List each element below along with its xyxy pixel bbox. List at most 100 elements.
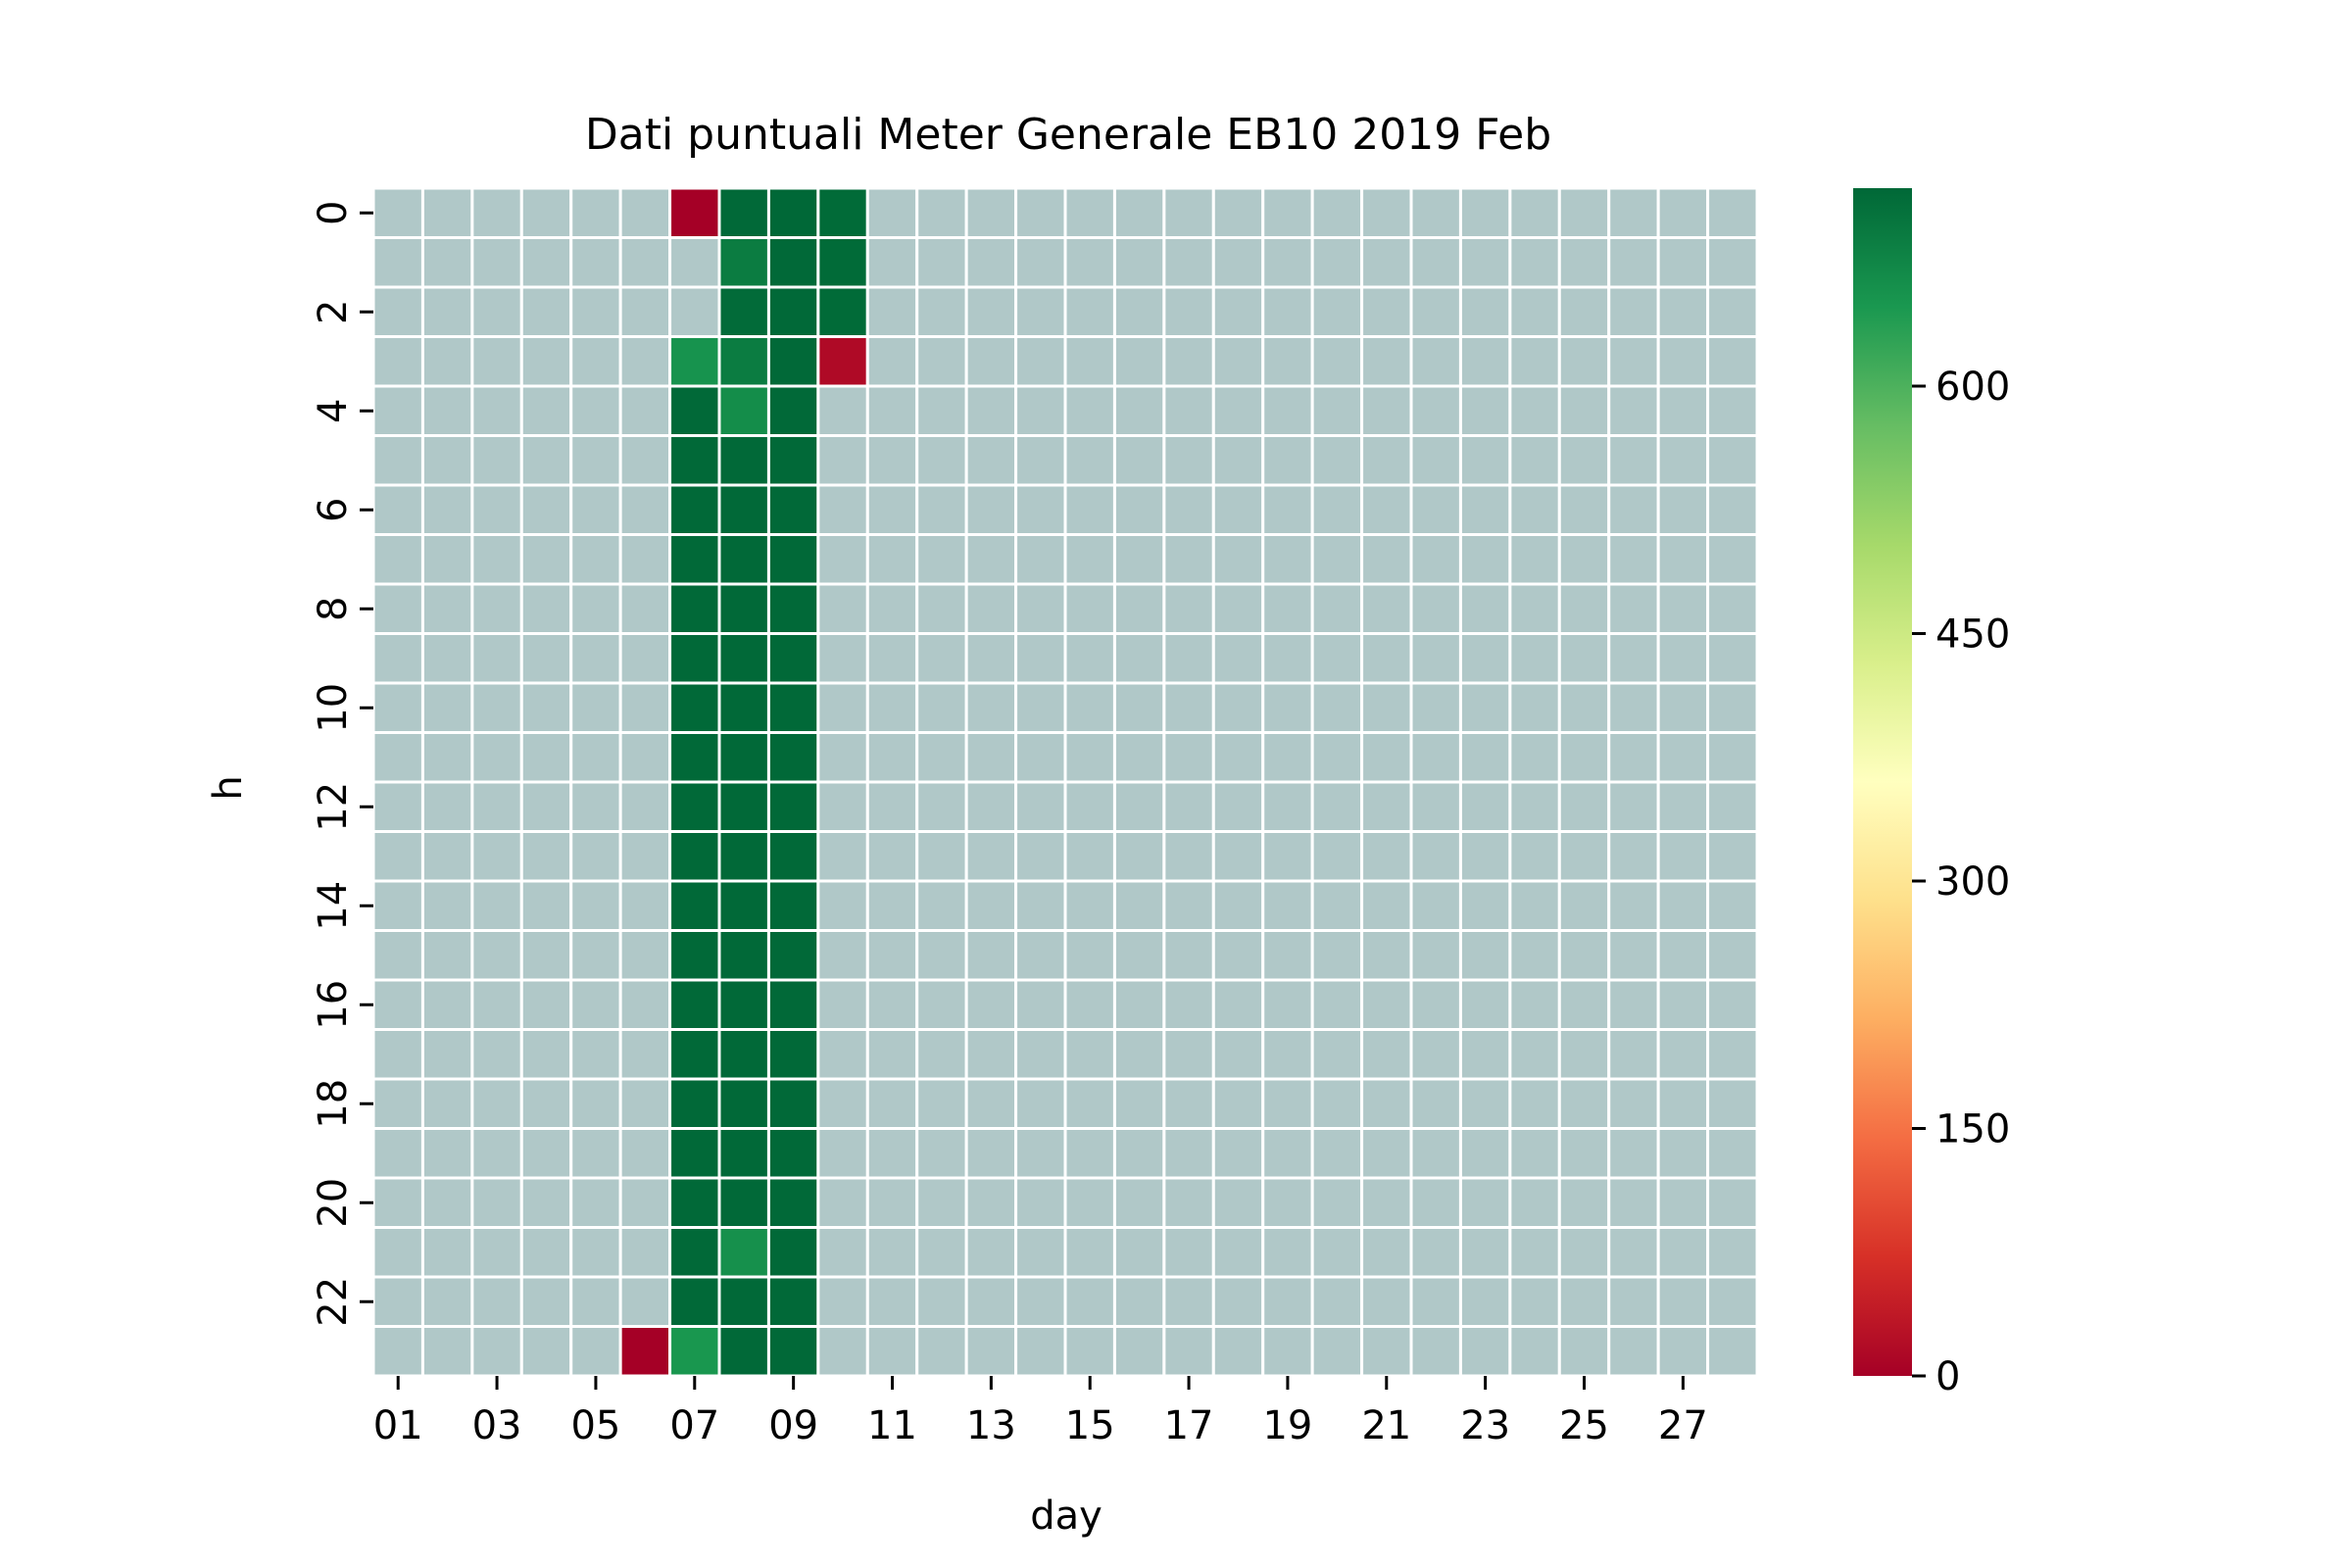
heatmap-cell xyxy=(1261,384,1314,437)
heatmap-cell xyxy=(1656,335,1710,388)
heatmap-cell xyxy=(618,236,672,289)
heatmap-cell xyxy=(1014,929,1067,982)
heatmap-cell xyxy=(1063,483,1116,536)
heatmap-cell xyxy=(1014,483,1067,536)
heatmap-cell xyxy=(1310,830,1364,883)
heatmap-cell xyxy=(1706,780,1759,833)
heatmap-cell xyxy=(371,384,424,437)
colorbar-tick-label: 450 xyxy=(1936,612,2010,658)
heatmap-cell xyxy=(1310,632,1364,685)
heatmap-cell xyxy=(1063,533,1116,586)
heatmap-cell xyxy=(865,1176,919,1229)
heatmap-cell xyxy=(766,1176,820,1229)
heatmap-cell xyxy=(470,780,523,833)
heatmap-cell xyxy=(1409,285,1462,338)
heatmap-cell xyxy=(865,236,919,289)
heatmap-cell xyxy=(1360,1176,1413,1229)
heatmap-cell xyxy=(371,434,424,487)
heatmap-cell xyxy=(816,434,869,487)
y-tick-label: 18 xyxy=(311,1079,356,1129)
heatmap-cell xyxy=(1706,1028,1759,1081)
heatmap-cell xyxy=(865,434,919,487)
heatmap-cell xyxy=(964,384,1018,437)
heatmap-cell xyxy=(1458,335,1512,388)
heatmap-cell xyxy=(1557,1325,1611,1378)
heatmap-cell xyxy=(1063,731,1116,784)
heatmap-cell xyxy=(1261,582,1314,635)
heatmap-cell xyxy=(1014,830,1067,883)
heatmap-cell xyxy=(1063,285,1116,338)
heatmap-cell xyxy=(470,929,523,982)
heatmap-cell xyxy=(569,929,622,982)
heatmap-cell xyxy=(618,533,672,586)
heatmap-cell xyxy=(1261,681,1314,734)
heatmap-cell xyxy=(1211,879,1265,932)
heatmap-cell xyxy=(1508,929,1561,982)
heatmap-cell xyxy=(1014,384,1067,437)
heatmap-cell xyxy=(717,879,770,932)
heatmap-cell xyxy=(1162,830,1215,883)
heatmap-cell xyxy=(1557,483,1611,536)
x-tick-label: 13 xyxy=(966,1403,1016,1448)
heatmap-cell xyxy=(1014,434,1067,487)
heatmap-cell xyxy=(1112,582,1166,635)
heatmap-cell xyxy=(717,1275,770,1328)
heatmap-cell xyxy=(519,236,573,289)
heatmap-cell xyxy=(865,830,919,883)
heatmap-cell xyxy=(1162,434,1215,487)
heatmap-cell xyxy=(816,1275,869,1328)
heatmap-cell xyxy=(1112,384,1166,437)
heatmap-cell xyxy=(1112,434,1166,487)
heatmap-cell xyxy=(470,285,523,338)
heatmap-cell xyxy=(1360,681,1413,734)
heatmap-cell xyxy=(1656,929,1710,982)
heatmap-cell xyxy=(569,780,622,833)
heatmap-cell xyxy=(1360,780,1413,833)
heatmap-cell xyxy=(1458,384,1512,437)
heatmap-cell xyxy=(1409,780,1462,833)
heatmap-cell xyxy=(1014,285,1067,338)
heatmap-cell xyxy=(668,533,721,586)
heatmap-cell xyxy=(371,1226,424,1279)
heatmap-cell xyxy=(766,780,820,833)
heatmap-cell xyxy=(1607,681,1660,734)
heatmap-cell xyxy=(371,830,424,883)
heatmap-cell xyxy=(371,335,424,388)
heatmap-cell xyxy=(371,186,424,239)
heatmap-cell xyxy=(1261,434,1314,487)
heatmap-cell xyxy=(668,830,721,883)
heatmap-cell xyxy=(1557,236,1611,289)
heatmap-cell xyxy=(1360,186,1413,239)
heatmap-cell xyxy=(1508,1077,1561,1130)
heatmap-cell xyxy=(1211,830,1265,883)
heatmap-cell xyxy=(816,1028,869,1081)
heatmap-cell xyxy=(1261,1325,1314,1378)
heatmap-cell xyxy=(816,879,869,932)
heatmap-cell xyxy=(1063,632,1116,685)
heatmap-cell xyxy=(964,731,1018,784)
heatmap-cell xyxy=(964,582,1018,635)
heatmap-cell xyxy=(1211,1176,1265,1229)
heatmap-cell xyxy=(1706,384,1759,437)
heatmap-cell xyxy=(1162,335,1215,388)
heatmap-cell xyxy=(1458,1176,1512,1229)
heatmap-cell xyxy=(1706,731,1759,784)
heatmap-cell xyxy=(668,1127,721,1180)
heatmap-cell xyxy=(717,1226,770,1279)
heatmap-cell xyxy=(964,978,1018,1031)
heatmap-cell xyxy=(519,186,573,239)
heatmap-cell xyxy=(470,483,523,536)
heatmap-cell xyxy=(1557,1275,1611,1328)
colorbar: 0 150 300 450 600 xyxy=(1853,188,2010,1399)
heatmap-cell xyxy=(420,533,474,586)
heatmap-cell xyxy=(420,384,474,437)
heatmap-cell xyxy=(1063,236,1116,289)
heatmap-cell xyxy=(1607,879,1660,932)
heatmap-cell xyxy=(1261,236,1314,289)
heatmap-cell xyxy=(1162,1077,1215,1130)
heatmap-cell xyxy=(1162,681,1215,734)
heatmap-cell xyxy=(420,929,474,982)
heatmap-cell xyxy=(1706,1325,1759,1378)
heatmap-cell xyxy=(1162,879,1215,932)
heatmap-cell xyxy=(1656,434,1710,487)
